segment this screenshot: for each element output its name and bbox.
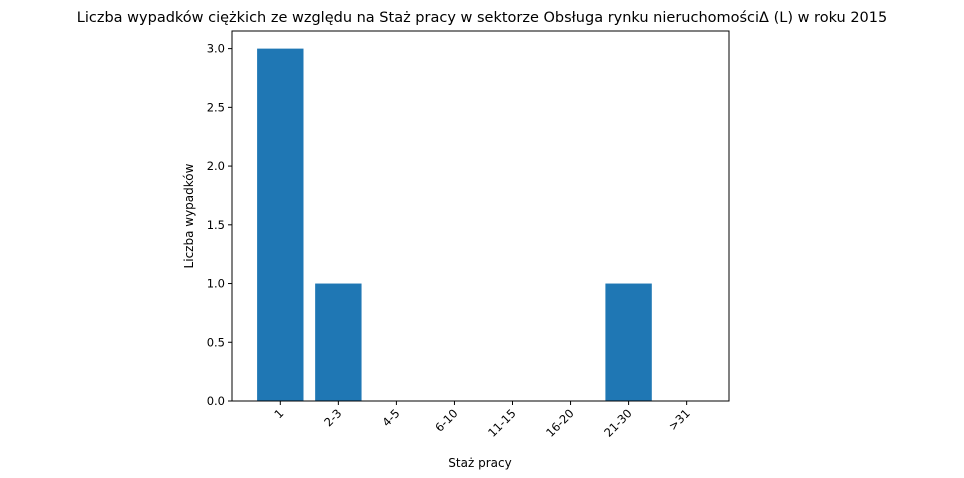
axes-frame [231,30,730,402]
chart-title: Liczba wypadków ciężkich ze względu na S… [77,10,887,26]
y-axis-label: Liczba wypadków [182,163,196,268]
x-tick-label-7: >31 [666,406,693,433]
y-tick-label-6: 3.0 [207,42,225,56]
x-tick-label-4: 11-15 [485,406,519,440]
x-tick-label-0: 1 [271,406,286,421]
y-tick-label-4: 2.0 [207,159,225,173]
y-tick-label-2: 1.0 [207,277,225,291]
x-tick-label-1: 2-3 [321,406,344,429]
x-axis-label: Staż pracy [448,456,511,470]
x-tick-label-3: 6-10 [432,406,460,434]
y-tick-label-1: 0.5 [207,335,225,349]
bar-6 [605,283,652,401]
y-tick-label-0: 0.0 [207,394,225,408]
bar-1 [315,283,362,401]
x-tick-label-2: 4-5 [379,406,402,429]
y-tick-label-5: 2.5 [207,100,225,114]
y-tick-label-3: 1.5 [207,218,225,232]
bar-0 [257,48,304,402]
x-tick-label-5: 16-20 [543,406,577,440]
plot-area: 0.0 0.5 1.0 1.5 2.0 2.5 3.0 1 2-3 4-5 6-10 11-15 16-… [207,30,730,440]
x-tick-label-6: 21-30 [601,406,635,440]
